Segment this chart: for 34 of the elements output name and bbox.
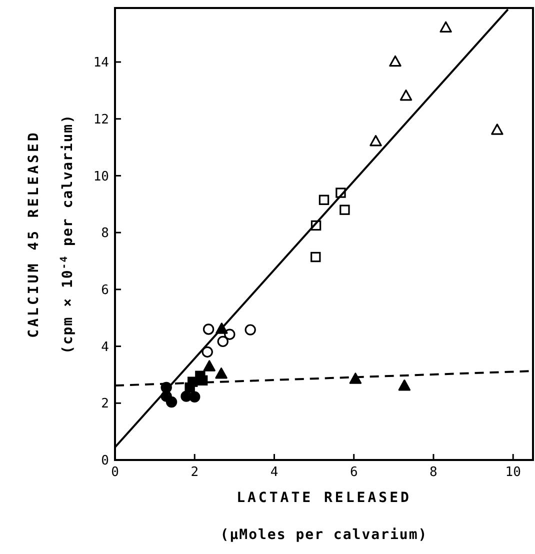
point — [400, 90, 412, 101]
point — [244, 324, 256, 336]
y-tick-label: 10 — [93, 169, 109, 184]
point — [389, 55, 402, 67]
x-tick-label: 0 — [111, 465, 119, 480]
point — [202, 346, 213, 358]
x-tick-label: 2 — [190, 465, 199, 480]
y-tick-label: 8 — [101, 226, 109, 242]
point — [310, 252, 321, 262]
point — [340, 204, 350, 215]
point — [224, 328, 236, 340]
point — [166, 396, 178, 408]
point — [318, 194, 330, 205]
x-tick-label: 8 — [430, 465, 438, 480]
y-tick-label: 2 — [101, 396, 109, 412]
x-tick-label: 4 — [270, 465, 278, 480]
point — [215, 368, 228, 379]
point — [349, 372, 362, 384]
point — [370, 135, 382, 146]
point — [440, 21, 452, 32]
point — [203, 360, 216, 372]
point — [491, 124, 504, 135]
point — [217, 336, 228, 348]
text: LACTATE RELEASED (µMoles per calvarium) — [220, 490, 428, 543]
y-tick-label: 0 — [101, 454, 109, 469]
point — [202, 324, 214, 335]
y-tick-label: 12 — [93, 112, 109, 128]
y-tick-label: 14 — [93, 56, 110, 71]
point — [189, 391, 200, 402]
point — [398, 379, 411, 391]
y-tick-label: 4 — [101, 340, 110, 355]
y-tick-label: 6 — [101, 282, 109, 298]
x-tick-label: 6 — [350, 465, 358, 480]
x-tick-label: 10 — [505, 465, 521, 480]
